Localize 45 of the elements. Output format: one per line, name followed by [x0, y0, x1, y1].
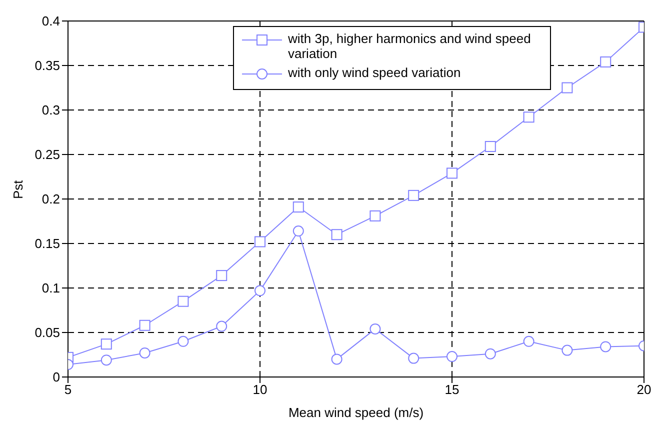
point: [523, 336, 534, 347]
point: [139, 347, 150, 358]
y-tick-label: 0.4: [42, 14, 60, 29]
y-tick-label: 0.3: [42, 102, 60, 118]
point: [331, 354, 342, 365]
point: [178, 296, 189, 307]
point: [484, 348, 496, 360]
point: [446, 351, 458, 362]
y-tick-label: 0.35: [34, 58, 60, 74]
point: [408, 190, 420, 201]
y-tick-label: 0.15: [34, 236, 60, 252]
x-tick-label: 20: [636, 382, 652, 398]
point: [523, 112, 534, 123]
point: [100, 354, 112, 366]
y-tick-label: 0: [52, 370, 60, 385]
point: [408, 352, 420, 364]
y-tick-label: 0.05: [34, 325, 60, 340]
point: [370, 323, 381, 334]
y-tick-label: 0.1: [42, 280, 60, 296]
x-tick-label: 10: [252, 382, 268, 398]
point: [562, 82, 573, 94]
point: [370, 210, 381, 222]
point: [331, 229, 342, 240]
legend-label: with 3p, higher harmonics and wind speed variation: [288, 31, 532, 61]
x-axis-title: Mean wind speed (m/s): [288, 405, 424, 420]
point: [254, 236, 266, 248]
point: [216, 270, 228, 282]
point: [292, 226, 304, 237]
legend-label: with only wind speed variation: [288, 65, 461, 80]
point: [562, 344, 573, 356]
point: [139, 320, 150, 331]
point: [292, 202, 304, 213]
point: [484, 140, 496, 152]
point: [216, 320, 228, 332]
y-tick-label: 0.2: [42, 192, 60, 207]
point: [254, 285, 266, 296]
point: [178, 336, 189, 347]
point: [100, 338, 112, 350]
x-tick-label: 5: [64, 382, 72, 398]
point: [446, 168, 458, 179]
y-axis-title: Pst: [10, 180, 26, 199]
x-tick-label: 15: [444, 382, 460, 398]
point: [600, 341, 612, 352]
point: [600, 56, 612, 68]
y-tick-label: 0.25: [34, 147, 60, 162]
